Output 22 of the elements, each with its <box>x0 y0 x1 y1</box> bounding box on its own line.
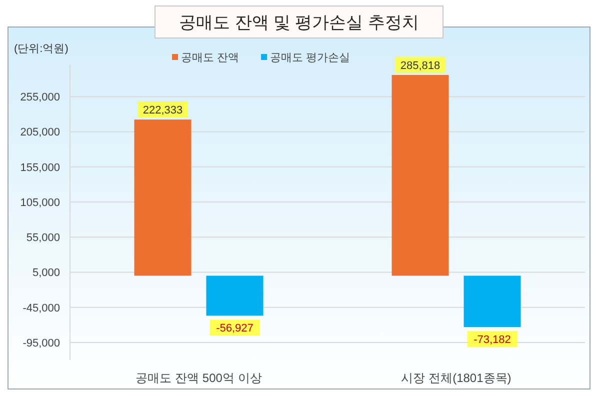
bar <box>392 74 449 276</box>
x-tick-label: 시장 전체(1801종목) <box>401 371 512 385</box>
y-axis-title: (단위:억원) <box>14 43 68 55</box>
y-tick-label: 55,000 <box>26 232 60 244</box>
data-label: -73,182 <box>474 334 511 346</box>
x-tick-label: 공매도 잔액 500억 이상 <box>136 371 262 385</box>
bar <box>206 276 264 316</box>
y-tick-label: 255,000 <box>20 92 60 104</box>
legend-label: 공매도 평가손실 <box>270 52 350 64</box>
y-tick-label: 155,000 <box>20 162 60 174</box>
chart-title: 공매도 잔액 및 평가손실 추정치 <box>179 13 419 32</box>
legend-label: 공매도 잔액 <box>181 52 240 64</box>
y-tick-label: 5,000 <box>32 267 60 280</box>
bar <box>464 276 521 328</box>
bar <box>134 120 192 276</box>
y-tick-label: 105,000 <box>20 196 60 209</box>
data-label: 285,818 <box>400 60 440 72</box>
data-label: 222,333 <box>142 104 183 117</box>
data-label: -56,927 <box>216 322 254 335</box>
y-tick-label: -45,000 <box>22 302 60 314</box>
y-tick-label: 205,000 <box>20 126 60 139</box>
y-tick-label: -95,000 <box>22 337 60 350</box>
